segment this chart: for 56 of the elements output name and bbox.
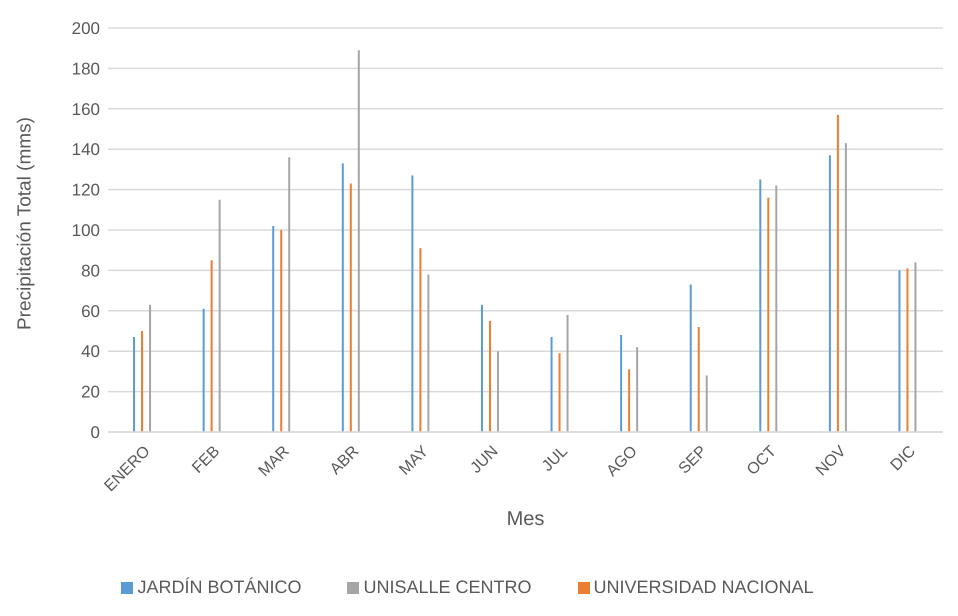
bar [218,200,221,432]
bar [358,50,360,432]
bar [342,163,344,432]
legend-label: UNIVERSIDAD NACIONAL [594,577,814,597]
bar [636,347,638,432]
bar [202,308,205,432]
bar [690,284,692,432]
bar [566,314,569,432]
bar [620,335,622,432]
bar [706,375,708,432]
y-tick-label: 160 [72,100,100,119]
x-tick-label: SEP [676,442,710,478]
legend-label: JARDÍN BOTÁNICO [137,577,302,597]
y-tick-label: 20 [81,382,100,402]
x-axis-title: Mes [506,508,544,530]
bar [419,248,422,432]
y-tick-label: 80 [81,261,100,280]
bar [480,304,483,432]
x-tick-label: FEB [189,442,224,477]
bar [898,270,900,432]
y-tick-label: 0 [90,423,100,442]
bar [350,184,352,432]
x-tick-label: DIC [888,442,920,474]
x-tick-label: JUL [539,442,572,475]
bar [272,226,274,432]
y-tick-label: 200 [72,19,100,38]
y-tick-label: 100 [72,221,100,240]
bar [836,114,839,432]
bar [280,230,282,432]
y-tick-label: 40 [81,342,100,362]
bar [210,260,213,432]
y-tick-label: 140 [72,140,100,160]
bar [496,351,499,432]
bar [550,337,553,432]
bar [628,369,630,432]
bar [906,268,908,432]
bar [698,326,700,432]
bar [767,198,770,432]
bar [141,331,144,432]
bar [558,353,561,432]
legend-label: UNISALLE CENTRO [363,577,532,597]
bar [288,157,290,432]
y-tick-label: 60 [81,302,100,321]
y-axis-title: Precipitación Total (mms) [14,117,36,330]
bar [914,262,916,432]
bar [149,304,152,432]
bar [411,175,414,432]
y-tick-label: 180 [72,59,100,78]
bar [759,180,762,432]
bar [828,155,831,432]
bar [844,143,847,432]
bar [488,320,491,432]
bar [775,186,778,432]
y-tick-label: 120 [72,180,100,200]
bar [427,274,430,432]
bar [133,337,136,432]
